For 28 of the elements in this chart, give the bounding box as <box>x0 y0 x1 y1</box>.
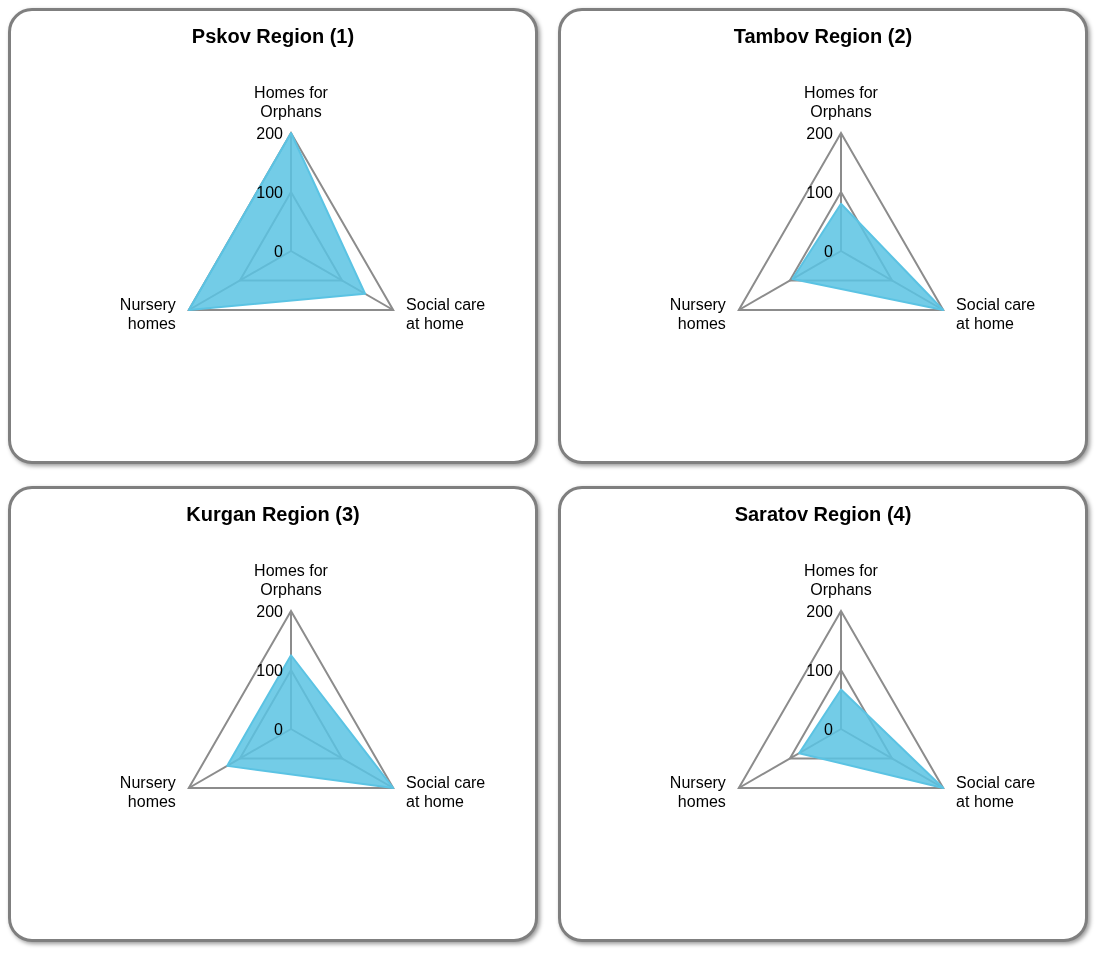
chart-title: Saratov Region (4) <box>733 502 913 527</box>
spoke-label: Nursery homes <box>119 774 176 810</box>
y-tick-label: 100 <box>806 662 834 679</box>
spoke-label: Social care at home <box>956 774 1036 810</box>
spoke-label: Social care at home <box>406 296 486 332</box>
spoke-label: Homes for Orphans <box>804 562 879 598</box>
spoke-label: Homes for Orphans <box>254 84 329 120</box>
spoke-label: Homes for Orphans <box>254 562 329 598</box>
chart-title: Pskov Region (1) <box>190 24 356 49</box>
spoke-label: Nursery homes <box>669 296 726 332</box>
y-tick-label: 100 <box>256 662 284 679</box>
y-tick-label: 200 <box>806 603 834 620</box>
chart-title: Kurgan Region (3) <box>185 502 361 527</box>
chart-title: Tambov Region (2) <box>732 24 914 49</box>
y-tick-label: 200 <box>806 125 834 142</box>
y-tick-label: 100 <box>256 184 284 201</box>
spoke-label: Social care at home <box>956 296 1036 332</box>
y-tick-label: 0 <box>824 721 834 738</box>
y-tick-label: 200 <box>256 603 284 620</box>
spoke-label: Homes for Orphans <box>804 84 879 120</box>
y-tick-label: 0 <box>274 243 284 260</box>
y-tick-label: 0 <box>274 721 284 738</box>
y-tick-label: 0 <box>824 243 834 260</box>
spoke-label: Nursery homes <box>119 296 176 332</box>
y-tick-label: 100 <box>806 184 834 201</box>
spoke-label: Social care at home <box>406 774 486 810</box>
spoke-label: Nursery homes <box>669 774 726 810</box>
y-tick-label: 200 <box>256 125 284 142</box>
